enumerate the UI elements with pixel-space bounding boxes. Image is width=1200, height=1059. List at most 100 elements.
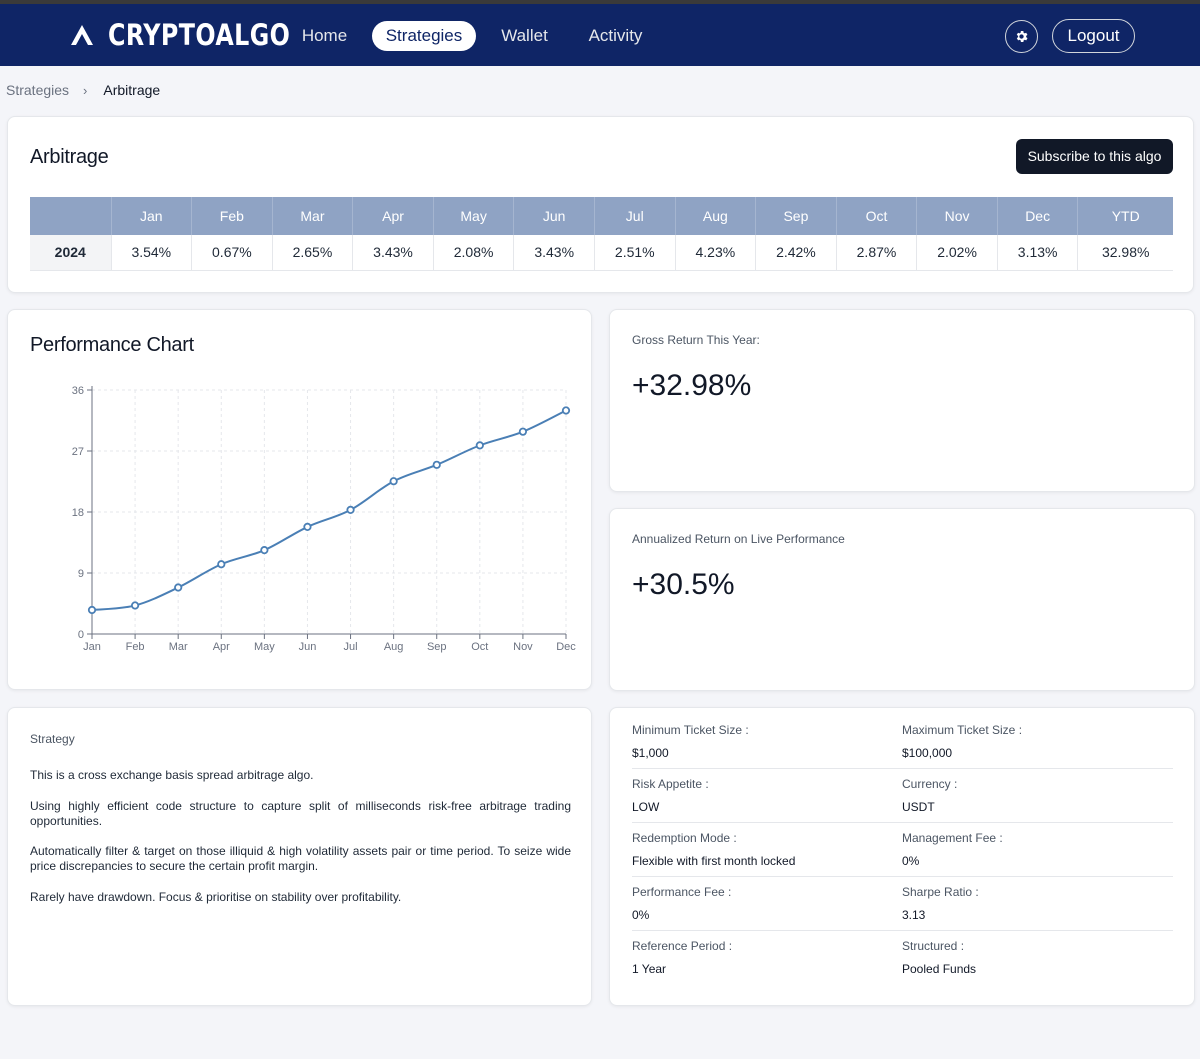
- detail-currency: Currency : USDT: [902, 777, 958, 814]
- data-point: [217, 560, 226, 569]
- data-point: [260, 546, 269, 555]
- x-tick-label: Jul: [344, 641, 358, 653]
- x-tick-label: Feb: [126, 641, 145, 653]
- table-cell: 2.08%: [433, 235, 515, 271]
- y-tick-label: 36: [72, 385, 84, 397]
- table-header-cell: Mar: [272, 197, 354, 235]
- performance-chart: 0 9 18 27 36 Jan Feb Mar Apr May Jun Jul Aug Sep Oct No…: [72, 385, 577, 653]
- strategy-paragraph: This is a cross exchange basis spread ar…: [30, 768, 314, 782]
- table-cell: 3.13%: [997, 235, 1079, 271]
- data-point: [346, 505, 355, 514]
- nav-activity[interactable]: Activity: [588, 26, 643, 45]
- table-header-cell: Dec: [997, 197, 1079, 235]
- returns-card: Arbitrage Subscribe to this algo Jan Feb M…: [7, 116, 1194, 293]
- x-tick-label: Jan: [83, 641, 101, 653]
- strategy-paragraph: Rarely have drawdown. Focus & prioritise…: [30, 890, 402, 904]
- x-tick-label: Apr: [213, 641, 230, 653]
- x-tick-label: Mar: [169, 641, 188, 653]
- y-tick-label: 9: [78, 568, 84, 580]
- x-tick-label: Sep: [427, 641, 447, 653]
- data-point: [389, 477, 398, 486]
- x-tick-label: Nov: [513, 641, 533, 653]
- table-cell: 2.87%: [836, 235, 918, 271]
- table-row: 2024 3.54% 0.67% 2.65% 3.43% 2.08% 3.43% 2.51%…: [30, 235, 1173, 271]
- strategy-paragraph: Using highly efficient code structure to…: [30, 799, 571, 828]
- detail-min-ticket: Minimum Ticket Size : $1,000: [632, 723, 749, 760]
- table-cell: 2.42%: [755, 235, 837, 271]
- table-cell: 0.67%: [191, 235, 273, 271]
- nav-home[interactable]: Home: [301, 26, 348, 45]
- performance-chart-card: Performance Chart 0 9 18 27 36 Jan Feb Mar Apr Ma…: [7, 309, 592, 690]
- detail-risk-appetite: Risk Appetite : LOW: [632, 777, 709, 814]
- table-header-cell: YTD: [1077, 197, 1173, 235]
- gross-return-label: Gross Return This Year:: [632, 333, 760, 347]
- data-point: [87, 605, 97, 615]
- table-cell: 3.54%: [111, 235, 193, 271]
- logo-icon: [71, 25, 93, 45]
- detail-sharpe-ratio: Sharpe Ratio : 3.13: [902, 885, 979, 922]
- x-tick-label: Aug: [384, 641, 404, 653]
- subscribe-button[interactable]: Subscribe to this algo: [1016, 139, 1173, 174]
- chevron-right-icon: ›: [83, 82, 88, 98]
- table-cell: 3.43%: [352, 235, 434, 271]
- details-card: Minimum Ticket Size : $1,000 Maximum Tic…: [609, 707, 1195, 1006]
- y-tick-label: 18: [72, 507, 84, 519]
- x-tick-label: May: [254, 641, 275, 653]
- x-tick-label: Dec: [556, 641, 576, 653]
- table-header-cell: Nov: [916, 197, 998, 235]
- series-line: [91, 409, 567, 612]
- divider: [632, 768, 1173, 769]
- table-header-cell: Sep: [755, 197, 837, 235]
- nav-wallet[interactable]: Wallet: [501, 26, 548, 45]
- detail-structured: Structured : Pooled Funds: [902, 939, 977, 976]
- data-point: [432, 460, 441, 469]
- table-header-cell: Apr: [352, 197, 434, 235]
- detail-redemption-mode: Redemption Mode : Flexible with first mo…: [632, 831, 796, 868]
- table-header-cell: Oct: [836, 197, 918, 235]
- detail-max-ticket: Maximum Ticket Size : $100,000: [902, 723, 1023, 760]
- gross-return-card: Gross Return This Year: +32.98%: [609, 309, 1195, 492]
- table-header-cell: Feb: [191, 197, 273, 235]
- table-year-cell: 2024: [30, 235, 112, 271]
- breadcrumb-current: Arbitrage: [103, 82, 161, 98]
- brand-name: CRYPTOALGO: [108, 18, 291, 52]
- detail-performance-fee: Performance Fee : 0%: [632, 885, 732, 922]
- table-cell: 32.98%: [1077, 235, 1173, 271]
- breadcrumb: Strategies › Arbitrage: [6, 82, 160, 98]
- divider: [632, 822, 1173, 823]
- data-point: [303, 522, 312, 532]
- table-header-row: Jan Feb Mar Apr May Jun Jul Aug Sep Oct Nov Dec YTD: [30, 197, 1173, 235]
- table-cell: 2.02%: [916, 235, 998, 271]
- y-tick-label: 27: [72, 446, 84, 458]
- data-point: [174, 583, 183, 592]
- table-header-cell: Jul: [594, 197, 676, 235]
- divider: [632, 930, 1173, 931]
- data-point: [130, 601, 140, 610]
- x-tick-label: Jun: [299, 641, 317, 653]
- table-cell: 4.23%: [675, 235, 757, 271]
- table-header-cell: May: [433, 197, 515, 235]
- data-point: [561, 406, 571, 415]
- annualized-return-label: Annualized Return on Live Performance: [632, 532, 845, 546]
- gear-icon: [1016, 31, 1028, 42]
- logout-button[interactable]: Logout: [1052, 19, 1135, 53]
- settings-button[interactable]: [1005, 20, 1038, 53]
- table-cell: 2.65%: [272, 235, 354, 271]
- breadcrumb-parent[interactable]: Strategies: [6, 82, 70, 98]
- strategy-label: Strategy: [30, 732, 75, 746]
- table-header-cell: Aug: [675, 197, 757, 235]
- divider: [632, 876, 1173, 877]
- brand-logo[interactable]: CRYPTOALGO: [70, 18, 330, 52]
- strategy-card: Strategy This is a cross exchange basis …: [7, 707, 592, 1006]
- x-tick-label: Oct: [471, 641, 488, 653]
- detail-management-fee: Management Fee : 0%: [902, 831, 1003, 868]
- table-cell: 2.51%: [594, 235, 676, 271]
- chart-title: Performance Chart: [30, 334, 194, 356]
- data-point: [475, 441, 484, 450]
- data-point: [518, 427, 528, 436]
- nav-strategies[interactable]: Strategies: [372, 21, 476, 51]
- strategy-title: Arbitrage: [30, 146, 109, 168]
- detail-reference-period: Reference Period : 1 Year: [632, 939, 733, 976]
- strategy-paragraph: Automatically filter & target on those i…: [30, 844, 571, 873]
- annualized-return-card: Annualized Return on Live Performance +3…: [609, 508, 1195, 691]
